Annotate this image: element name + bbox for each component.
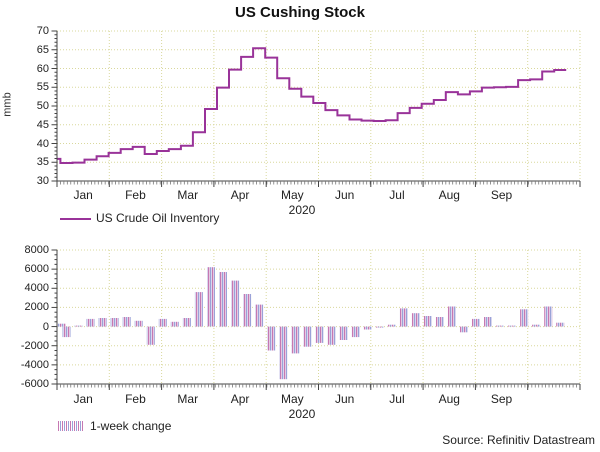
chart-series bbox=[57, 47, 567, 380]
x-month-label: Feb bbox=[125, 188, 146, 202]
top-year-label: 2020 bbox=[288, 203, 316, 217]
y-tick-label: 35 bbox=[36, 156, 49, 169]
x-month-label: May bbox=[281, 188, 304, 202]
x-month-label: Sep bbox=[490, 392, 513, 406]
y-tick-label: 2000 bbox=[24, 301, 49, 314]
y-tick-label: 0 bbox=[42, 320, 49, 333]
x-month-label: Aug bbox=[438, 392, 460, 406]
x-month-label: Mar bbox=[177, 392, 199, 406]
y-tick-label: -6000 bbox=[20, 378, 49, 390]
line-legend-swatch bbox=[60, 218, 91, 220]
x-month-label: Apr bbox=[230, 188, 250, 202]
x-month-label: Jan bbox=[73, 392, 93, 406]
x-month-label: Aug bbox=[438, 188, 460, 202]
x-month-label: Jul bbox=[389, 188, 405, 202]
y-tick-label: 45 bbox=[36, 118, 49, 131]
x-month-label: Feb bbox=[125, 392, 146, 406]
y-tick-label: -2000 bbox=[20, 339, 49, 352]
y-tick-label: 60 bbox=[36, 62, 49, 75]
x-month-label: Apr bbox=[230, 392, 250, 406]
y-tick-label: 4000 bbox=[24, 282, 49, 295]
x-month-label: Jun bbox=[334, 188, 355, 202]
line-legend-label: US Crude Oil Inventory bbox=[96, 211, 220, 225]
x-month-label: Mar bbox=[177, 188, 199, 202]
bottom-year-label: 2020 bbox=[288, 407, 316, 421]
y-tick-label: 40 bbox=[36, 137, 49, 150]
bar-legend-swatch bbox=[58, 421, 84, 431]
y-tick-label: 30 bbox=[36, 175, 49, 187]
y-tick-label: 6000 bbox=[24, 263, 49, 276]
y-tick-label: -4000 bbox=[20, 358, 49, 371]
x-month-label: Sep bbox=[490, 188, 513, 202]
x-month-label: Jun bbox=[334, 392, 355, 406]
y-tick-label: 65 bbox=[36, 43, 49, 56]
y-tick-label: 55 bbox=[36, 81, 49, 94]
chart-title: US Cushing Stock bbox=[234, 4, 365, 21]
y-tick-label: 8000 bbox=[24, 244, 49, 256]
axes bbox=[51, 30, 581, 390]
source-credit: Source: Refinitiv Datastream bbox=[442, 433, 595, 447]
x-month-label: Jul bbox=[389, 392, 405, 406]
bar-legend-label: 1-week change bbox=[90, 419, 172, 433]
y-tick-label: 70 bbox=[36, 25, 49, 37]
y-tick-label: 50 bbox=[36, 100, 49, 112]
x-month-label: Jan bbox=[73, 188, 93, 202]
x-month-label: May bbox=[281, 392, 304, 406]
